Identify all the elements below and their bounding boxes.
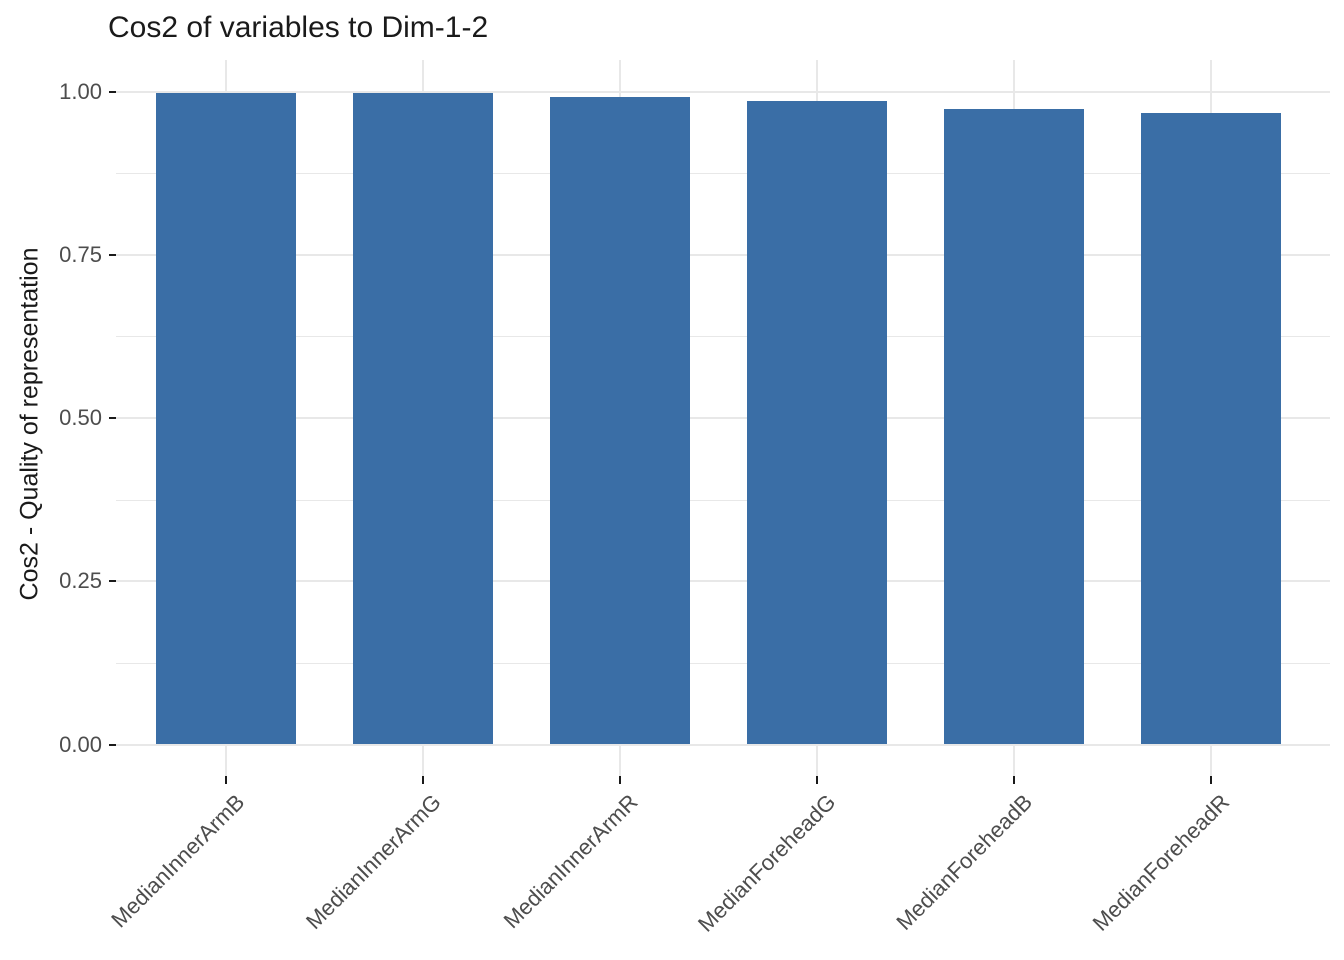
y-tick-mark (109, 580, 116, 583)
x-tick-mark (1210, 776, 1212, 784)
minor-gridline-horizontal (116, 173, 1330, 175)
minor-gridline-horizontal (116, 499, 1330, 501)
y-tick-label: 0.50 (59, 405, 102, 430)
x-tick-label: MedianForeheadB (891, 789, 1037, 935)
y-tick-label: 0.75 (59, 241, 102, 267)
major-gridline-horizontal (116, 253, 1330, 256)
major-gridline-horizontal (116, 580, 1330, 583)
chart-title: Cos2 of variables to Dim-1-2 (108, 11, 489, 44)
x-tick-mark (619, 776, 621, 784)
x-tick-mark (225, 776, 227, 784)
x-tick-label: MedianForeheadR (1087, 789, 1234, 936)
bar (1141, 113, 1281, 745)
bar (550, 97, 690, 745)
major-gridline-horizontal (116, 743, 1330, 746)
plot-area (116, 60, 1330, 776)
x-tick-label: MedianInnerArmB (105, 789, 249, 933)
minor-gridline-horizontal (116, 336, 1330, 338)
y-tick-label: 0.25 (59, 568, 102, 594)
y-tick-mark (109, 743, 116, 746)
x-tick-label: MedianInnerArmG (301, 789, 446, 935)
y-tick-label: 1.00 (59, 78, 102, 104)
x-tick-mark (422, 776, 424, 784)
bar (747, 101, 887, 745)
bar (156, 92, 296, 745)
x-tick-mark (1013, 776, 1015, 784)
x-tick-mark (816, 776, 818, 784)
y-tick-label: 0.00 (59, 731, 102, 757)
minor-gridline-horizontal (116, 662, 1330, 664)
bar (353, 93, 493, 745)
major-gridline-horizontal (116, 90, 1330, 93)
y-tick-mark (109, 90, 116, 93)
x-tick-label: MedianForeheadG (692, 789, 840, 937)
y-tick-mark (109, 417, 116, 419)
bar (944, 109, 1084, 745)
major-gridline-horizontal (116, 417, 1330, 419)
x-tick-label: MedianInnerArmR (499, 789, 643, 934)
y-tick-mark (109, 253, 116, 256)
